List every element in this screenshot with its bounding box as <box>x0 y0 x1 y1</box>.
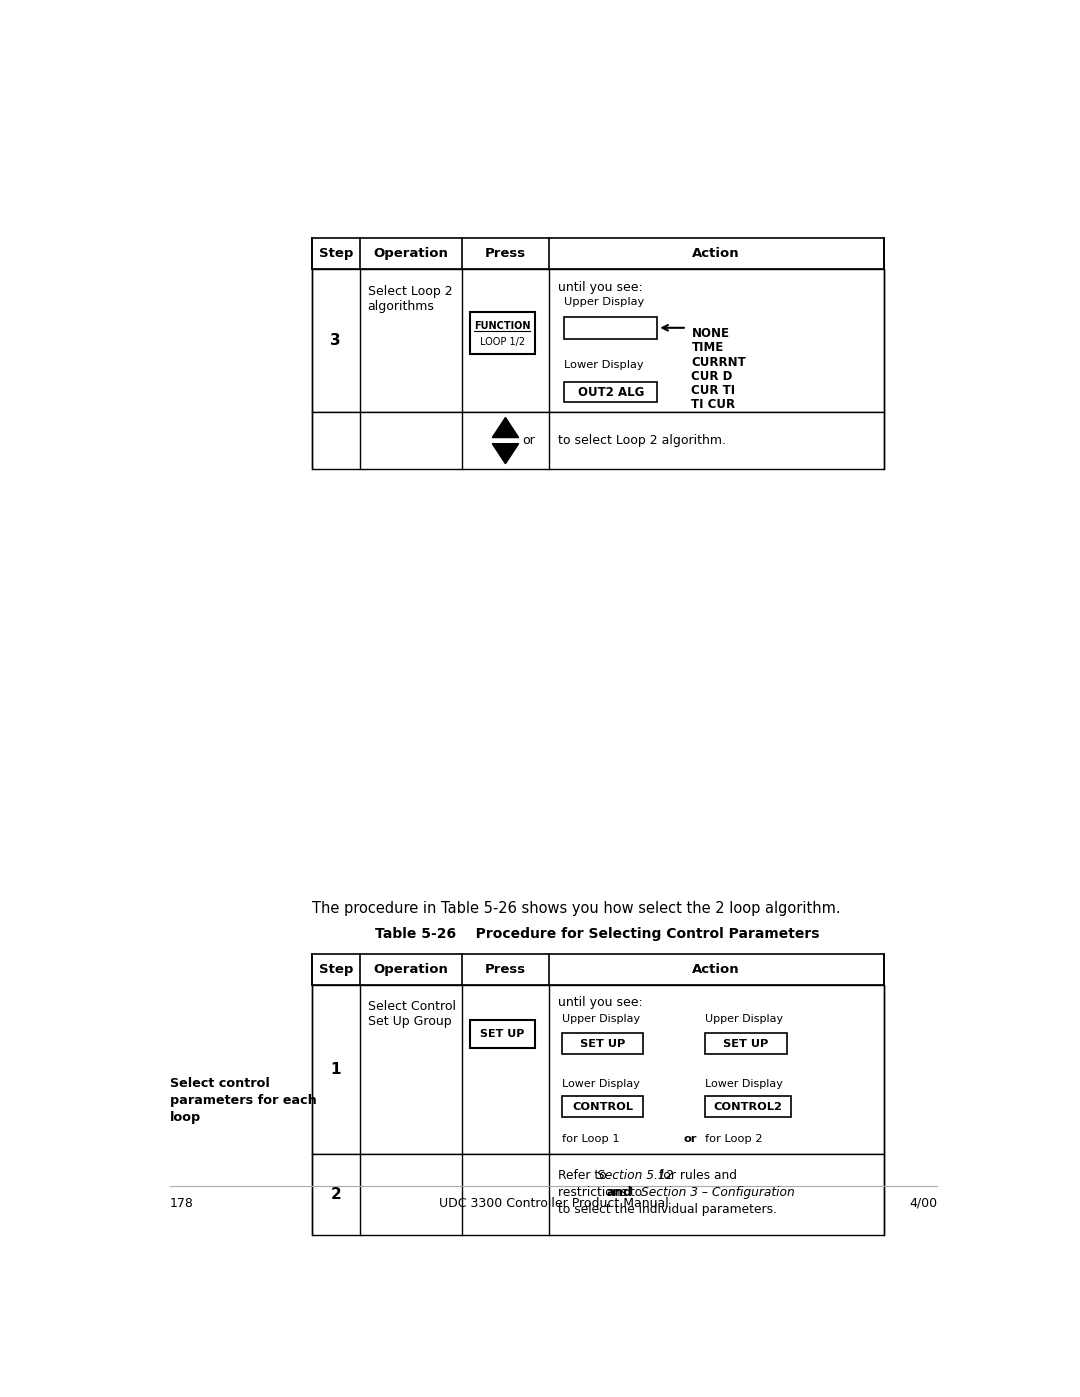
Text: Set Up Group: Set Up Group <box>367 1016 451 1028</box>
Text: TI CUR: TI CUR <box>691 398 735 411</box>
Text: CONTROL2: CONTROL2 <box>714 1102 783 1112</box>
Text: to select Loop 2 algorithm.: to select Loop 2 algorithm. <box>558 434 726 447</box>
Text: Lower Display: Lower Display <box>565 360 644 370</box>
Bar <box>312 985 883 1154</box>
Bar <box>565 317 658 338</box>
Bar <box>312 239 883 270</box>
Text: Operation: Operation <box>374 247 448 260</box>
Text: SET UP: SET UP <box>481 1028 525 1039</box>
Bar <box>470 1020 535 1048</box>
Text: for Loop 1: for Loop 1 <box>562 1133 620 1144</box>
Text: 178: 178 <box>170 1197 193 1210</box>
Text: CURRNT: CURRNT <box>691 355 746 369</box>
Text: Section 5.12: Section 5.12 <box>597 1169 673 1182</box>
Text: Press: Press <box>485 963 526 975</box>
Text: Action: Action <box>692 963 740 975</box>
Text: Lower Display: Lower Display <box>562 1078 639 1088</box>
Text: loop: loop <box>170 1111 201 1125</box>
Bar <box>312 412 883 469</box>
Text: Select Control: Select Control <box>367 1000 456 1013</box>
Text: or: or <box>523 434 536 447</box>
Text: until you see:: until you see: <box>558 996 643 1009</box>
Text: LOOP 1/2: LOOP 1/2 <box>480 337 525 346</box>
Text: Upper Display: Upper Display <box>705 1014 783 1024</box>
Text: TIME: TIME <box>691 341 724 355</box>
Text: Section 3 – Configuration: Section 3 – Configuration <box>642 1186 795 1200</box>
Text: Step: Step <box>319 963 353 975</box>
Text: NONE: NONE <box>691 327 729 339</box>
Text: OUT2 ALG: OUT2 ALG <box>578 386 644 398</box>
Text: to select the individual parameters.: to select the individual parameters. <box>558 1203 778 1217</box>
Bar <box>705 1034 786 1053</box>
Text: FUNCTION: FUNCTION <box>474 321 530 331</box>
Text: Action: Action <box>692 247 740 260</box>
Polygon shape <box>492 418 518 437</box>
Text: 4/00: 4/00 <box>909 1197 937 1210</box>
Text: Upper Display: Upper Display <box>562 1014 640 1024</box>
Text: CONTROL: CONTROL <box>572 1102 633 1112</box>
Text: 2: 2 <box>330 1187 341 1201</box>
Text: The procedure in Table 5-26 shows you how select the 2 loop algorithm.: The procedure in Table 5-26 shows you ho… <box>312 901 840 916</box>
Text: for rules and: for rules and <box>659 1169 737 1182</box>
Text: for Loop 2: for Loop 2 <box>705 1133 762 1144</box>
Text: Lower Display: Lower Display <box>705 1078 783 1088</box>
Text: CUR D: CUR D <box>691 370 733 383</box>
Text: Upper Display: Upper Display <box>565 298 645 307</box>
Text: to: to <box>626 1186 647 1200</box>
Bar <box>312 954 883 985</box>
Text: until you see:: until you see: <box>558 281 643 293</box>
Bar <box>562 1034 644 1053</box>
Text: SET UP: SET UP <box>580 1038 625 1049</box>
Text: algorithms: algorithms <box>367 300 434 313</box>
Text: Table 5-26    Procedure for Selecting Control Parameters: Table 5-26 Procedure for Selecting Contr… <box>376 926 820 940</box>
Text: 3: 3 <box>330 332 341 348</box>
Text: Select Loop 2: Select Loop 2 <box>367 285 453 298</box>
Text: Select control: Select control <box>170 1077 270 1091</box>
Text: restrictions: restrictions <box>558 1186 631 1200</box>
Text: 1: 1 <box>330 1062 341 1077</box>
Bar <box>470 312 535 353</box>
Bar <box>565 381 658 402</box>
Text: Refer to: Refer to <box>558 1169 611 1182</box>
Bar <box>312 270 883 412</box>
Bar <box>312 1154 883 1235</box>
Polygon shape <box>492 444 518 464</box>
Text: CUR TI: CUR TI <box>691 384 735 397</box>
Bar <box>705 1097 791 1118</box>
Text: Step: Step <box>319 247 353 260</box>
Text: or: or <box>684 1133 698 1144</box>
Text: UDC 3300 Controller Product Manual: UDC 3300 Controller Product Manual <box>438 1197 669 1210</box>
Text: SET UP: SET UP <box>724 1038 769 1049</box>
Text: Operation: Operation <box>374 963 448 975</box>
Text: Press: Press <box>485 247 526 260</box>
Text: and: and <box>607 1186 633 1200</box>
Bar <box>562 1097 644 1118</box>
Text: parameters for each: parameters for each <box>170 1094 316 1108</box>
